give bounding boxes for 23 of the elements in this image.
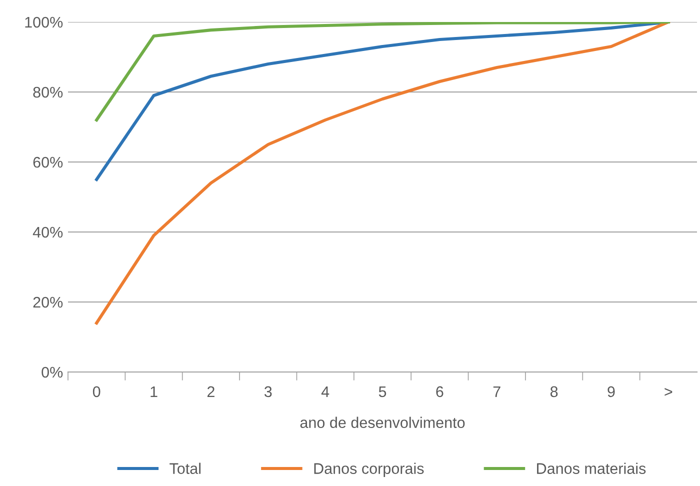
x-tick-label: 2 [207,386,214,397]
line-series [95,22,670,122]
y-tick-label: 100% [25,16,63,28]
x-tick-label: 1 [150,386,158,397]
y-tick-label: 20% [33,296,63,308]
line-series [95,22,670,325]
y-tick-label: 40% [32,226,63,238]
legend-label: Total [170,462,200,474]
x-tick-label: 0 [92,386,100,398]
x-tick-label: 4 [321,386,330,397]
x-tick-label: 5 [378,386,386,398]
x-tick-label: 8 [550,386,558,398]
x-tick-label: > [664,388,672,396]
y-tick-label: 0% [42,366,63,378]
legend-label: Danos materiais [537,462,646,474]
x-tick-label: 6 [436,386,444,398]
x-tick-label: 9 [608,386,615,398]
y-tick-label: 80% [33,86,63,98]
x-tick-label: 7 [493,386,500,397]
x-tick-label: 3 [264,386,272,398]
x-axis-title: ano de desenvolvimento [300,416,465,428]
legend-label: Danos corporais [314,462,424,477]
y-tick-label: 60% [33,156,63,168]
